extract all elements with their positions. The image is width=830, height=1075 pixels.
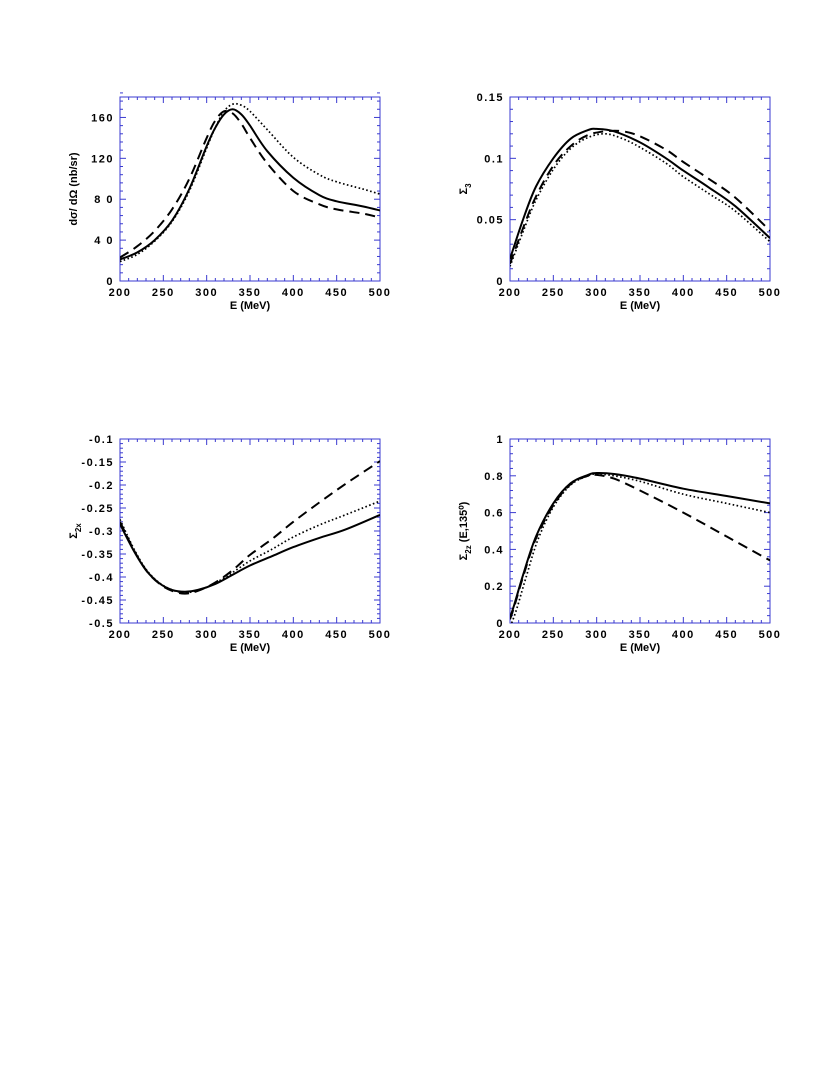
- x-tick-label: 500: [369, 287, 392, 299]
- y-tick-label: 8 0: [94, 194, 114, 206]
- y-tick-label: 160: [91, 112, 114, 124]
- y-axis-label-main: Σ: [458, 188, 470, 195]
- x-tick-label: 300: [195, 629, 218, 641]
- x-tick-label: 200: [499, 629, 522, 641]
- solid-curve: [120, 513, 380, 593]
- y-tick-label: 0.4: [484, 544, 504, 556]
- y-axis-label: Σ2z (E,135⁰): [458, 501, 473, 560]
- y-tick-label: 120: [91, 153, 114, 165]
- x-tick-label: 250: [542, 287, 565, 299]
- x-tick-label: 350: [239, 287, 262, 299]
- x-tick-label: 200: [109, 287, 132, 299]
- x-tick-label: 400: [672, 629, 695, 641]
- y-tick-label: 1: [496, 434, 504, 446]
- y-tick-label: -0.5: [89, 618, 114, 630]
- x-axis-label: E (MeV): [620, 300, 661, 312]
- x-axis-label: E (MeV): [230, 642, 271, 654]
- x-tick-label: 450: [325, 629, 348, 641]
- x-tick-label: 200: [109, 629, 132, 641]
- dotted-curve: [510, 132, 770, 267]
- y-axis-label-subscript: 2z: [464, 545, 473, 553]
- x-tick-label: 500: [759, 629, 782, 641]
- y-axis-label-main: Σ: [68, 532, 80, 539]
- dashed-curve: [510, 473, 770, 620]
- dashed-curve: [120, 109, 380, 259]
- x-tick-label: 350: [629, 287, 652, 299]
- dotted-curve: [120, 500, 380, 594]
- y-tick-label: 0: [106, 276, 114, 288]
- x-tick-label: 450: [715, 287, 738, 299]
- chart-panel-3: 200 250 300 350 400 450 500 -0.5 -0.45 -0.4 -0.35 -…: [68, 434, 392, 654]
- y-tick-label: 0.6: [484, 508, 504, 520]
- dashed-curve: [510, 129, 770, 265]
- y-tick-label: -0.15: [81, 457, 114, 469]
- x-axis-label: E (MeV): [620, 642, 661, 654]
- y-axis-label-subscript: 3: [464, 183, 473, 188]
- y-tick-label: -0.3: [89, 526, 114, 538]
- y-tick-label: -0.4: [89, 572, 114, 584]
- solid-curve: [510, 471, 770, 618]
- chart-panel-4: 200 250 300 350 400 450 500 0 0.2 0.4 0.6 0.8 1 E (Me…: [458, 434, 782, 654]
- chart-panel-2: 200 250 300 350 400 450 500 0 0.05 0.1 0.15 E (MeV)…: [458, 92, 782, 312]
- x-tick-label: 500: [369, 629, 392, 641]
- y-axis-label-main: Σ: [458, 553, 470, 560]
- y-tick-label: -0.1: [89, 434, 114, 446]
- y-tick-label: 0.2: [484, 581, 504, 593]
- dotted-curve: [510, 473, 770, 623]
- chart-panel-1: 200 250 300 350 400 450 500 0 4 0 8 0 120 160 E (MeV…: [68, 92, 392, 312]
- x-tick-label: 300: [195, 287, 218, 299]
- solid-curve: [510, 127, 770, 260]
- y-axis-label: Σ3: [458, 183, 473, 195]
- y-tick-label: 0.15: [477, 92, 504, 104]
- x-tick-label: 350: [239, 629, 262, 641]
- y-tick-label: -0.2: [89, 480, 114, 492]
- y-tick-label: 4 0: [94, 235, 114, 247]
- x-tick-label: 450: [325, 287, 348, 299]
- y-tick-label: -0.45: [81, 595, 114, 607]
- y-tick-label: 0.8: [484, 471, 504, 483]
- y-axis-label-main: dσ/ dΩ (nb/sr): [68, 152, 80, 226]
- y-axis-label: dσ/ dΩ (nb/sr): [68, 152, 80, 226]
- x-tick-label: 500: [759, 287, 782, 299]
- x-tick-label: 400: [282, 629, 305, 641]
- x-tick-label: 400: [672, 287, 695, 299]
- x-tick-label: 400: [282, 287, 305, 299]
- y-tick-label: 0: [496, 618, 504, 630]
- solid-curve: [120, 108, 380, 261]
- y-axis-label-suffix: (E,135⁰): [458, 501, 470, 545]
- x-tick-label: 450: [715, 629, 738, 641]
- y-tick-label: 0: [496, 276, 504, 288]
- y-tick-label: -0.35: [81, 549, 114, 561]
- dashed-curve: [120, 460, 380, 595]
- x-tick-label: 300: [585, 629, 608, 641]
- dotted-curve: [120, 102, 380, 263]
- x-axis-label: E (MeV): [230, 300, 271, 312]
- y-tick-label: 0.05: [477, 215, 504, 227]
- y-axis-label: Σ2x: [68, 523, 83, 539]
- y-tick-label: 0.1: [484, 153, 504, 165]
- x-tick-label: 250: [542, 629, 565, 641]
- x-tick-label: 250: [152, 629, 175, 641]
- y-tick-label: -0.25: [81, 503, 114, 515]
- plot-frame: [509, 438, 771, 624]
- x-tick-label: 200: [499, 287, 522, 299]
- x-tick-label: 250: [152, 287, 175, 299]
- x-tick-label: 300: [585, 287, 608, 299]
- plot-frame: [509, 96, 771, 282]
- x-tick-label: 350: [629, 629, 652, 641]
- y-axis-label-subscript: 2x: [74, 523, 83, 532]
